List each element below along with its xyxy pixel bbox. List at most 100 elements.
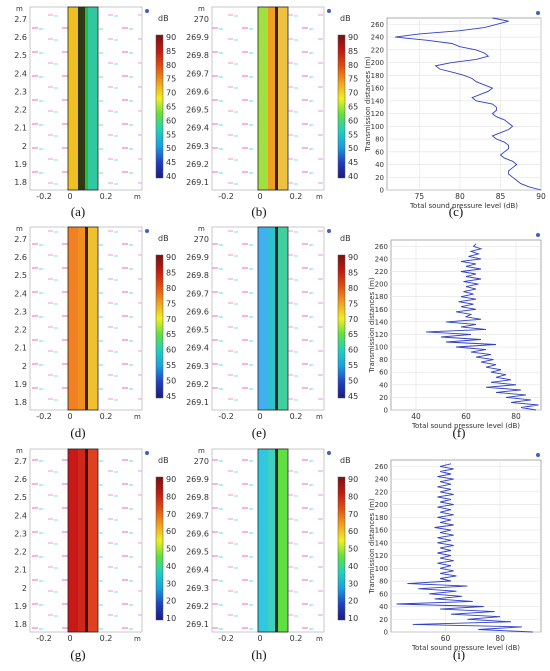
colorbar-tick: 55 (348, 361, 358, 370)
y-tick-label: 2.7 (14, 15, 27, 24)
colorbar-tick: 40 (348, 562, 358, 571)
y-tick-label: 2.3 (14, 307, 27, 316)
band-outline (257, 6, 289, 191)
y-unit-label: m (198, 5, 205, 13)
y-tick-label: 140 (375, 318, 388, 326)
y-tick-label: 2.2 (14, 326, 27, 335)
y-tick-label: 40 (375, 161, 384, 169)
colorbar-tick: 50 (166, 545, 176, 554)
field-maps: 2.7 2.6 2.5 2.4 2.3 2.2 2.1 2 1.9 1.8 m -0.2 0 0.2 m dB… (14, 5, 358, 643)
field-band (258, 7, 268, 190)
y-tick-label: 2.7 (14, 457, 27, 466)
x-tick-label: 80 (511, 412, 521, 421)
colorbar-tick: 85 (166, 268, 176, 277)
colorbar-tick: 80 (166, 492, 176, 501)
y-unit-label: m (198, 225, 205, 233)
y-tick-label: 0 (380, 187, 384, 195)
y-tick-label: 140 (371, 97, 384, 105)
logo-icon (327, 229, 331, 233)
y-tick-label: 2.5 (14, 51, 27, 60)
y-tick-label: 160 (375, 306, 388, 314)
y-tick-label: 269.1 (186, 398, 209, 407)
field-band (88, 449, 98, 632)
field-band (78, 7, 85, 190)
caption-g: (g) (70, 647, 85, 662)
y-tick-label: 269.8 (186, 493, 209, 502)
field-band (68, 449, 78, 632)
x-axis-label: Total sound pressure level (dB) (411, 644, 520, 652)
x-tick-label: 40 (411, 412, 421, 421)
y-tick-label: 269.1 (186, 620, 209, 629)
x-tick-label: 0 (257, 192, 262, 201)
x-unit-label: m (316, 413, 323, 421)
colorbar-tick: 30 (166, 579, 176, 588)
plot-frame (386, 17, 542, 191)
y-tick-label: 140 (375, 539, 388, 547)
x-tick-label: 0 (67, 412, 72, 421)
y-tick-label: 220 (371, 46, 384, 54)
colorbar-tick: 60 (348, 527, 358, 536)
field-band (88, 7, 98, 190)
y-tick-label: 269.6 (186, 529, 209, 538)
colorbar-tick: 80 (166, 61, 176, 70)
logo-icon (536, 233, 540, 237)
colorbar-tick: 40 (166, 562, 176, 571)
x-tick-label: -0.2 (36, 634, 52, 643)
y-tick-label: 2 (22, 584, 27, 593)
colorbar-tick: 80 (348, 492, 358, 501)
field-band (258, 227, 268, 410)
logo-icon (536, 453, 540, 457)
field-band (85, 227, 88, 410)
colorbar-tick: 45 (166, 392, 176, 401)
caption-i: (i) (453, 647, 465, 662)
field-band (275, 7, 278, 190)
field-band (85, 449, 88, 632)
y-tick-label: 269.3 (186, 142, 209, 151)
y-tick-label: 270 (194, 457, 209, 466)
colorbar-tick: 90 (348, 475, 358, 484)
y-axis-label: Transmission distances (m) (368, 498, 376, 595)
panel-e: 270 269.9 269.8 269.7 269.6 269.5 269.4 269.3 26… (186, 225, 358, 421)
x-axis-label: Total sound pressure level (dB) (409, 202, 518, 210)
panel-d: 2.7 2.6 2.5 2.4 2.3 2.2 2.1 2 1.9 1.8 m -0.2 0 0.2 m dB… (14, 225, 176, 421)
x-tick-label: -0.2 (36, 192, 52, 201)
field-band (78, 449, 85, 632)
field-band (278, 7, 288, 190)
colorbar-tick: 50 (166, 144, 176, 153)
y-tick-label: 1.8 (14, 398, 27, 407)
field-band (88, 227, 98, 410)
y-tick-label: 2.2 (14, 106, 27, 115)
field-band (78, 227, 85, 410)
y-tick-label: 200 (371, 59, 384, 67)
x-unit-label: m (134, 193, 141, 201)
y-tick-label: 269.9 (186, 33, 209, 42)
field-band (258, 449, 268, 632)
panel-a: 2.7 2.6 2.5 2.4 2.3 2.2 2.1 2 1.9 1.8 m -0.2 0 0.2 m dB… (14, 5, 176, 201)
y-tick-label: 2.5 (14, 493, 27, 502)
field-band (268, 7, 275, 190)
x-tick-label: 0.2 (290, 634, 303, 643)
y-tick-label: 2.6 (14, 475, 27, 484)
colorbar-tick: 20 (166, 597, 176, 606)
line-plot-f: 0 20 40 60 80 100 120 140 160 180 200 220 240 260 40 60… (368, 233, 542, 430)
colorbar-tick: 75 (348, 299, 358, 308)
logo-icon (327, 9, 331, 13)
y-tick-label: 269.4 (186, 566, 209, 575)
x-tick-label: 80 (495, 634, 505, 643)
colorbar-tick: 90 (166, 475, 176, 484)
band-outline (67, 6, 99, 191)
colorbar-tick: 70 (348, 89, 358, 98)
colorbar (337, 34, 346, 179)
y-tick-label: 100 (375, 344, 388, 352)
y-tick-label: 20 (375, 174, 384, 182)
field-band (68, 227, 78, 410)
colorbar-tick: 85 (166, 47, 176, 56)
y-tick-label: 269.5 (186, 548, 209, 557)
x-tick-label: 90 (536, 192, 546, 201)
x-tick-label: 75 (415, 192, 425, 201)
caption-d: (d) (70, 425, 85, 440)
x-unit-label: m (134, 413, 141, 421)
panel-g: 2.7 2.6 2.5 2.4 2.3 2.2 2.1 2 1.9 1.8 m -0.2 0 0.2 m dB… (14, 447, 176, 643)
colorbar-tick: 65 (348, 330, 358, 339)
logo-icon (145, 9, 149, 13)
